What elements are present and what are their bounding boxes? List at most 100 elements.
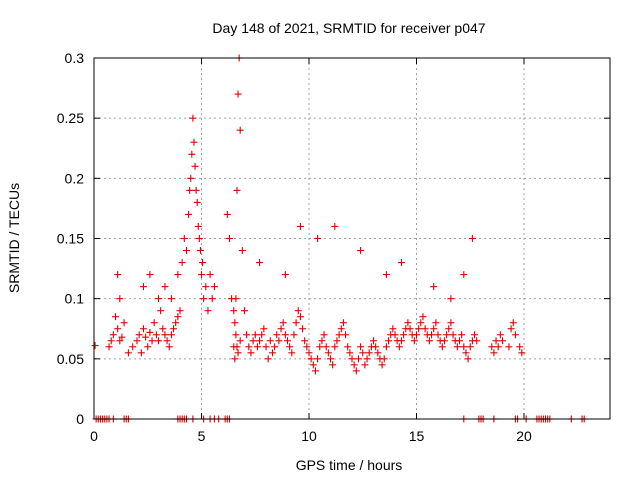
- data-point: [258, 331, 266, 339]
- y-tick-label: 0.25: [57, 110, 84, 126]
- data-point: [361, 361, 369, 369]
- data-point: [193, 198, 201, 206]
- y-tick-label: 0.1: [65, 291, 85, 307]
- data-point: [116, 295, 124, 303]
- data-point: [299, 325, 307, 333]
- x-axis-label: GPS time / hours: [296, 457, 403, 473]
- data-point: [202, 283, 210, 291]
- data-point: [350, 361, 358, 369]
- data-point: [195, 235, 203, 242]
- data-point: [518, 349, 526, 357]
- data-point: [232, 331, 240, 339]
- data-point: [159, 325, 167, 333]
- data-point: [292, 319, 300, 327]
- data-point: [428, 331, 436, 339]
- data-point: [155, 295, 162, 303]
- data-point: [271, 343, 279, 351]
- data-point: [139, 283, 147, 291]
- data-point: [241, 307, 248, 315]
- data-point: [194, 222, 202, 230]
- data-point: [305, 349, 313, 357]
- data-point: [116, 337, 124, 345]
- data-point: [331, 343, 339, 351]
- data-point: [339, 319, 347, 327]
- data-point: [440, 337, 448, 345]
- data-point: [135, 331, 143, 339]
- data-point: [378, 361, 386, 369]
- data-point: [352, 367, 360, 375]
- data-point: [438, 343, 446, 351]
- data-point: [389, 325, 397, 333]
- data-point: [346, 349, 354, 357]
- data-point: [236, 337, 244, 345]
- data-point: [200, 295, 208, 303]
- data-point: [114, 271, 122, 279]
- data-point: [415, 325, 423, 333]
- data-point: [505, 343, 513, 351]
- data-point: [281, 331, 289, 339]
- data-point: [395, 343, 403, 351]
- data-point: [296, 222, 304, 230]
- data-point: [314, 235, 322, 242]
- data-point: [432, 319, 440, 327]
- data-point: [468, 235, 476, 242]
- data-point: [256, 337, 264, 345]
- data-point: [359, 349, 367, 357]
- data-point: [342, 331, 350, 339]
- data-point: [499, 337, 506, 345]
- data-point: [233, 186, 241, 194]
- data-point: [443, 331, 451, 339]
- data-point: [430, 283, 438, 291]
- data-point: [186, 186, 194, 194]
- data-point: [198, 271, 205, 279]
- data-point: [488, 343, 496, 351]
- data-point: [236, 126, 244, 134]
- data-point: [417, 319, 425, 327]
- data-point: [307, 355, 315, 363]
- y-tick-labels: 0 0.05 0.1 0.15 0.2 0.25 0.3: [57, 50, 84, 427]
- data-point: [471, 331, 479, 339]
- data-point: [191, 162, 199, 170]
- data-point: [231, 319, 239, 327]
- data-point: [253, 343, 261, 351]
- data-point: [167, 331, 175, 339]
- data-point: [460, 343, 468, 351]
- data-point: [189, 114, 197, 122]
- data-point: [109, 331, 117, 339]
- data-point: [196, 247, 204, 255]
- data-point: [199, 259, 207, 267]
- data-point: [374, 349, 382, 357]
- data-point: [174, 313, 182, 321]
- data-point: [333, 337, 341, 345]
- data-point: [473, 337, 481, 345]
- x-tick-label: 0: [90, 428, 98, 444]
- data-point: [155, 337, 162, 345]
- data-point: [231, 355, 239, 363]
- x-tick-labels: 0 5 10 15 20: [90, 428, 532, 444]
- data-point: [382, 343, 390, 351]
- data-point: [460, 271, 468, 279]
- data-points: [91, 54, 588, 423]
- data-point: [264, 355, 272, 363]
- data-point: [288, 349, 296, 357]
- data-point: [251, 331, 259, 339]
- data-point: [509, 319, 517, 327]
- data-point: [167, 295, 175, 303]
- data-point: [331, 222, 339, 230]
- data-point: [290, 331, 298, 339]
- data-point: [187, 174, 195, 182]
- data-point: [230, 307, 238, 315]
- y-tick-label: 0: [76, 411, 84, 427]
- data-point: [180, 235, 188, 242]
- data-point: [234, 90, 242, 98]
- data-point: [185, 210, 193, 218]
- data-point: [144, 343, 152, 351]
- data-point: [124, 349, 132, 357]
- data-point: [311, 367, 319, 375]
- data-point: [281, 271, 289, 279]
- data-point: [210, 283, 218, 291]
- data-point: [277, 325, 285, 333]
- data-point: [494, 343, 502, 351]
- data-point: [354, 355, 362, 363]
